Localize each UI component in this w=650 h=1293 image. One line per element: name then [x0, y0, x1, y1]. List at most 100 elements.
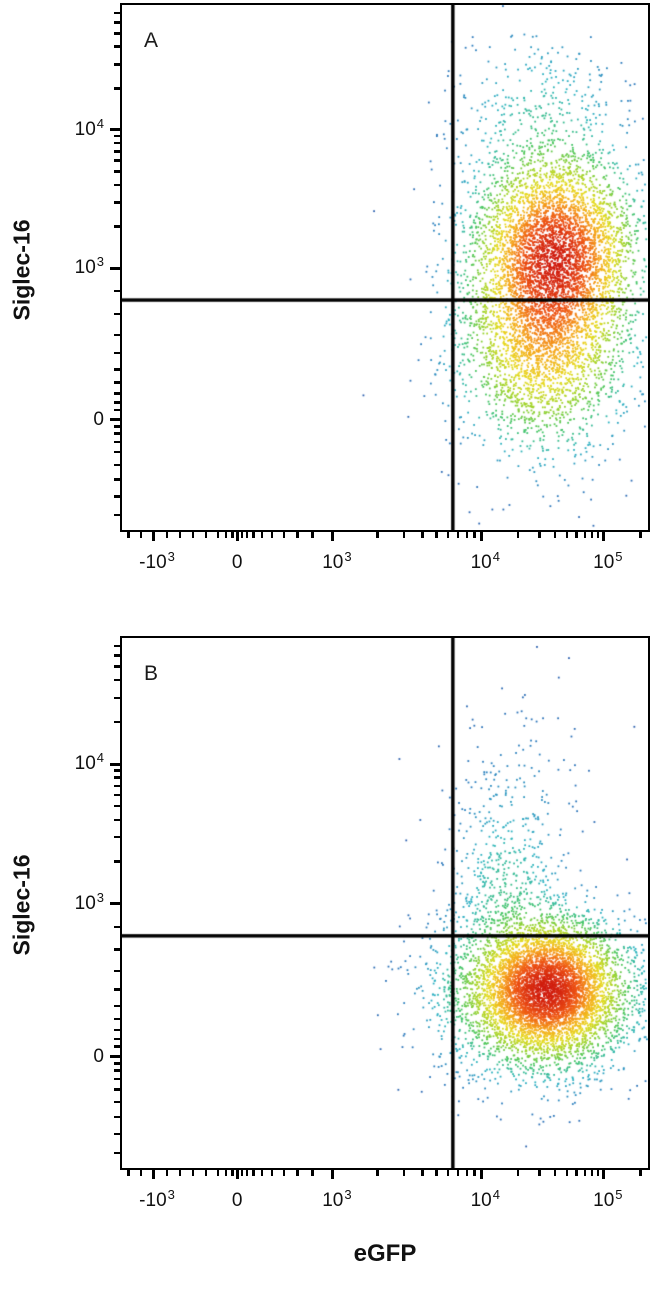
tick-exponent: 4: [492, 1187, 500, 1202]
x-tick-label: 0: [232, 1190, 243, 1212]
y-minor-tick: [114, 135, 120, 138]
tick-exponent: 3: [344, 549, 352, 564]
x-minor-tick: [204, 1170, 208, 1176]
x-minor-tick: [516, 1170, 520, 1176]
y-minor-tick: [114, 333, 120, 336]
x-minor-tick: [538, 532, 541, 538]
tick-exponent: 3: [96, 889, 104, 905]
y-minor-tick: [114, 769, 120, 772]
y-major-tick: [110, 762, 120, 766]
x-minor-tick: [178, 1170, 182, 1176]
y-minor-tick: [114, 988, 120, 991]
x-minor-tick: [191, 1170, 195, 1176]
x-minor-tick: [473, 532, 476, 538]
x-minor-tick: [590, 532, 593, 538]
scatter-canvas-b: [122, 638, 648, 1168]
y-minor-tick: [114, 451, 120, 454]
x-minor-tick: [402, 532, 406, 538]
y-minor-tick: [114, 183, 120, 187]
tick-base: -10: [139, 1190, 167, 1211]
tick-exponent: 3: [96, 254, 104, 270]
x-minor-tick: [575, 532, 578, 538]
y-minor-tick: [114, 21, 120, 24]
x-minor-tick: [639, 532, 642, 538]
y-minor-tick: [114, 1069, 120, 1072]
y-major-tick: [110, 418, 120, 422]
y-minor-tick: [114, 818, 120, 821]
x-tick-label: -103: [139, 1187, 175, 1212]
x-minor-tick: [270, 532, 274, 538]
y-minor-tick: [114, 836, 120, 839]
x-tick-label: 103: [322, 549, 352, 574]
tick-exponent: 3: [167, 549, 175, 564]
y-minor-tick: [114, 696, 120, 700]
y-minor-tick: [114, 425, 120, 428]
x-minor-tick: [402, 1170, 406, 1176]
x-minor-tick: [376, 532, 379, 538]
x-minor-tick: [311, 532, 314, 538]
y-minor-tick: [114, 654, 120, 657]
x-tick-label: 103: [322, 1187, 351, 1212]
x-minor-tick: [127, 532, 130, 538]
x-minor-tick: [639, 1170, 642, 1176]
x-minor-tick: [252, 1170, 255, 1176]
x-minor-tick: [139, 1170, 143, 1176]
tick-base: 10: [470, 552, 492, 573]
x-minor-tick: [583, 1170, 587, 1176]
tick-base: 10: [322, 1190, 344, 1211]
y-major-tick: [110, 1055, 120, 1059]
y-minor-tick: [114, 860, 120, 863]
y-minor-tick: [114, 368, 120, 371]
y-minor-tick: [114, 804, 120, 808]
x-minor-tick: [421, 532, 424, 538]
tick-base: 0: [93, 1045, 104, 1067]
y-minor-tick: [114, 1038, 120, 1041]
y-minor-tick: [114, 776, 120, 779]
x-minor-tick: [231, 532, 234, 538]
x-minor-tick: [178, 532, 182, 538]
y-minor-tick: [114, 201, 120, 204]
tick-base: 10: [593, 1190, 615, 1211]
y-minor-tick: [114, 463, 120, 467]
tick-exponent: 4: [96, 750, 104, 766]
y-axis-label-panel-b: Siglec-16: [8, 854, 35, 956]
x-minor-tick: [270, 1170, 274, 1176]
tick-exponent: 4: [492, 549, 500, 564]
x-major-tick: [602, 1170, 606, 1179]
tick-exponent: 5: [615, 1187, 623, 1202]
y-minor-tick: [114, 141, 120, 145]
y-minor-tick: [114, 225, 120, 228]
y-minor-tick: [114, 514, 120, 517]
y-minor-tick: [114, 721, 120, 724]
tick-base: -10: [139, 552, 167, 573]
x-tick-label: 104: [470, 1187, 500, 1212]
x-minor-tick: [240, 532, 244, 538]
x-minor-tick: [204, 532, 208, 538]
y-minor-tick: [114, 969, 120, 973]
tick-base: 0: [93, 408, 104, 430]
x-minor-tick: [165, 532, 168, 538]
y-minor-tick: [114, 432, 120, 435]
tick-base: 10: [74, 118, 96, 140]
y-tick-label: 0: [56, 409, 104, 431]
x-minor-tick: [139, 532, 143, 538]
x-tick-label: 105: [593, 1187, 623, 1212]
tick-base: 10: [470, 1190, 492, 1211]
y-minor-tick: [114, 11, 120, 15]
x-tick-label: 105: [593, 549, 622, 574]
panel-letter-a: A: [144, 29, 159, 52]
y-minor-tick: [114, 1151, 120, 1155]
x-major-tick: [479, 532, 483, 541]
y-minor-tick: [114, 401, 120, 404]
x-minor-tick: [165, 1170, 168, 1176]
y-minor-tick: [114, 1017, 120, 1021]
tick-exponent: 3: [167, 1187, 175, 1202]
x-minor-tick: [553, 1170, 557, 1176]
x-minor-tick: [473, 1170, 476, 1176]
x-minor-tick: [516, 532, 520, 538]
x-minor-tick: [583, 532, 587, 538]
tick-exponent: 4: [96, 115, 104, 131]
y-minor-tick: [114, 159, 120, 162]
x-major-tick: [479, 1170, 483, 1179]
